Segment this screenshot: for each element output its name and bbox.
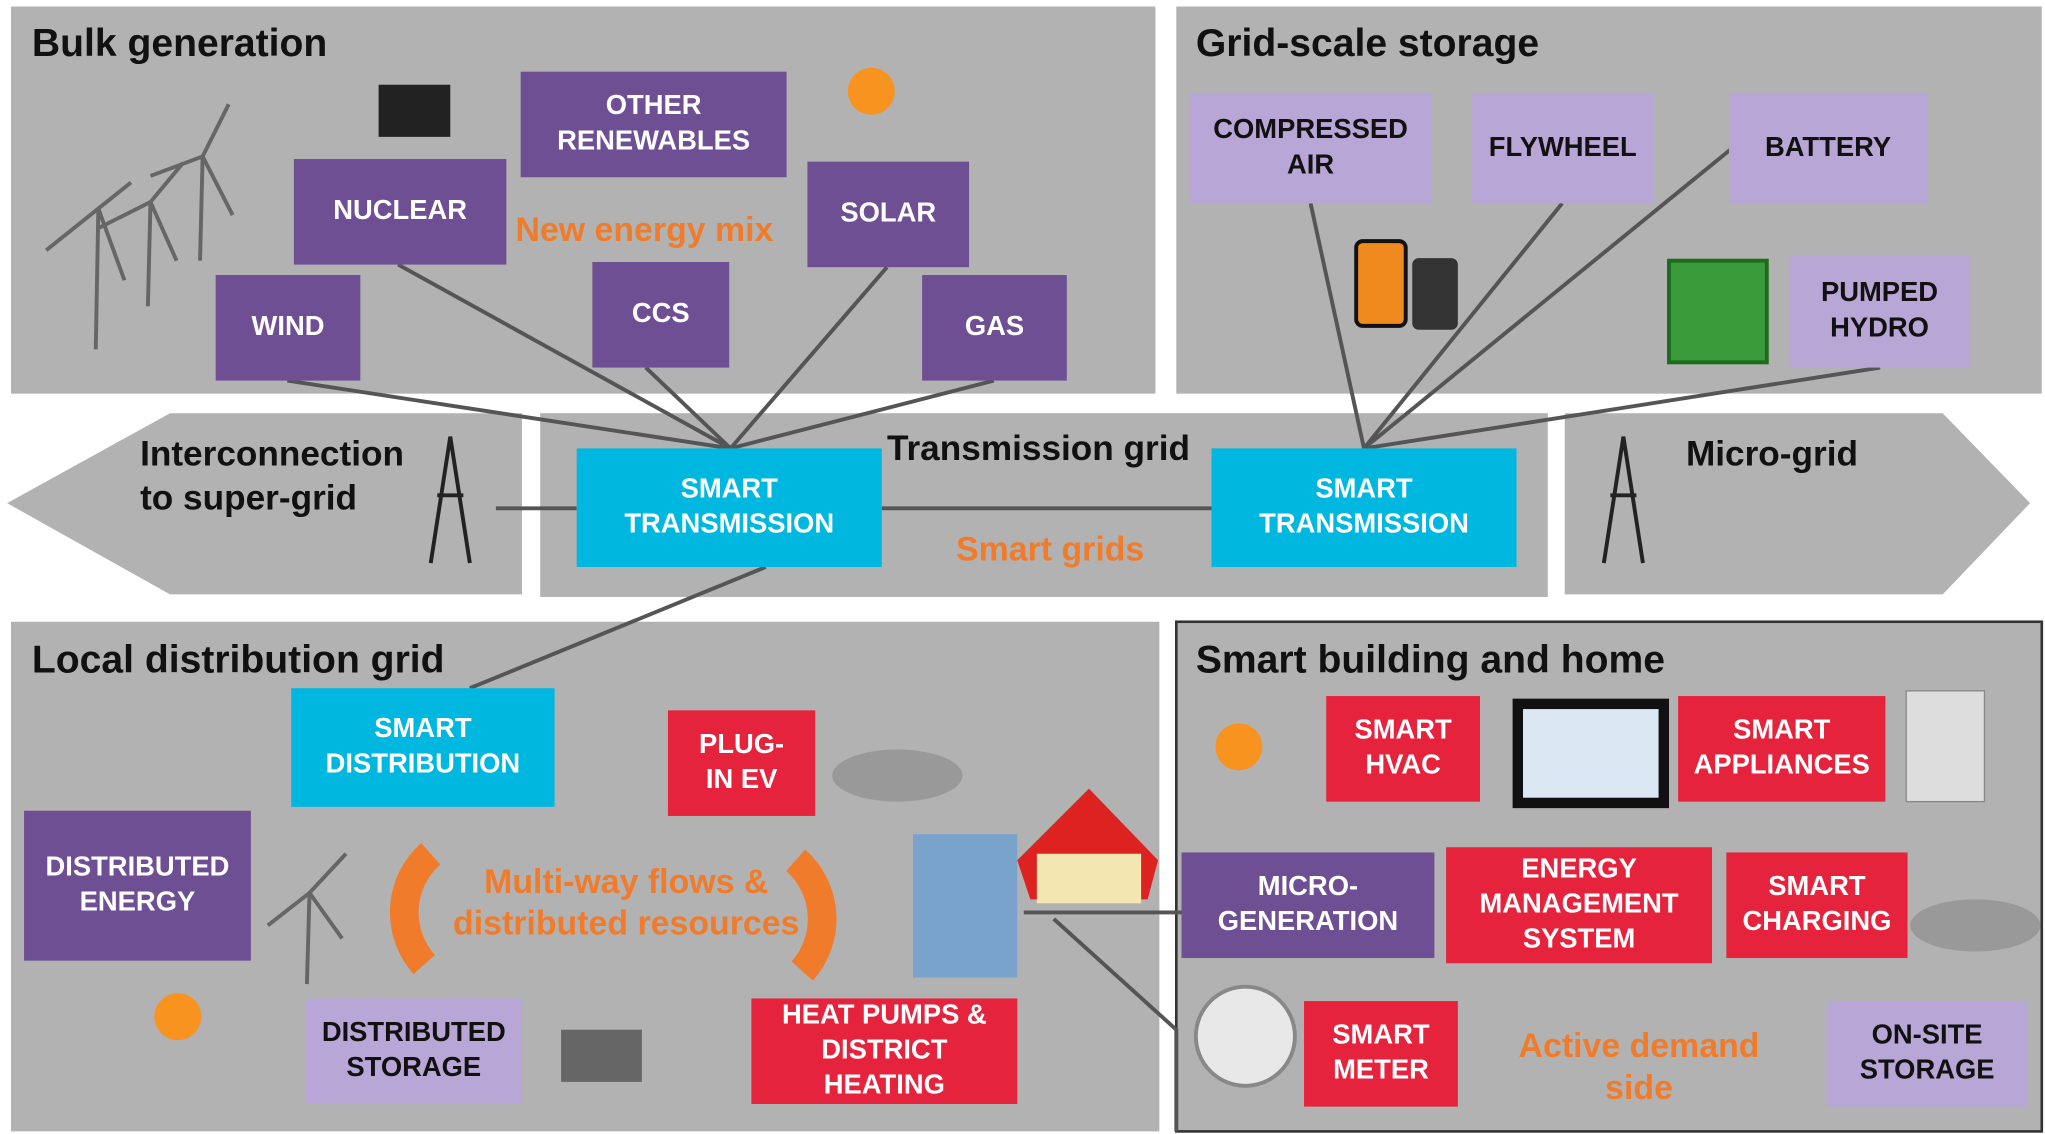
box-label: GENERATION bbox=[1218, 905, 1398, 936]
box bbox=[1326, 696, 1481, 802]
box-label: COMPRESSED bbox=[1213, 113, 1408, 144]
highlight-label: Smart grids bbox=[956, 530, 1144, 568]
box-label: APPLIANCES bbox=[1694, 749, 1870, 780]
box-label: HVAC bbox=[1365, 749, 1441, 780]
box-label: PLUG- bbox=[699, 728, 784, 759]
grid-label: to super-grid bbox=[140, 479, 357, 518]
box-label: MICRO- bbox=[1258, 870, 1358, 901]
box bbox=[1446, 847, 1713, 964]
box bbox=[1728, 93, 1928, 204]
box bbox=[1304, 1001, 1458, 1107]
box-label: STORAGE bbox=[346, 1051, 481, 1082]
box bbox=[576, 448, 882, 567]
box bbox=[592, 261, 730, 368]
highlight-label: New energy mix bbox=[515, 211, 773, 249]
box-label: SYSTEM bbox=[1523, 923, 1636, 954]
section-title: Smart building and home bbox=[1196, 639, 1665, 682]
highlight-label: Active demand bbox=[1519, 1027, 1760, 1065]
box bbox=[291, 688, 555, 807]
box bbox=[1181, 852, 1435, 959]
section-title: Local distribution grid bbox=[32, 639, 445, 682]
box-label: STORAGE bbox=[1860, 1054, 1995, 1085]
highlight-label: distributed resources bbox=[453, 905, 799, 943]
box bbox=[751, 998, 1018, 1105]
box-label: GAS bbox=[965, 310, 1024, 341]
section-title: Bulk generation bbox=[32, 22, 327, 65]
box bbox=[1472, 93, 1654, 204]
connectors bbox=[287, 147, 1881, 1132]
highlight-label: side bbox=[1605, 1069, 1673, 1107]
box-label: SMART bbox=[1315, 472, 1413, 503]
box-label: CCS bbox=[632, 297, 690, 328]
highlight-label: Multi-way flows & bbox=[484, 863, 768, 901]
box-label: FLYWHEEL bbox=[1489, 131, 1637, 162]
box-label: IN EV bbox=[706, 763, 778, 794]
box bbox=[215, 275, 361, 381]
box-label: MANAGEMENT bbox=[1480, 887, 1679, 918]
box-label: DISTRICT bbox=[821, 1033, 947, 1064]
box bbox=[922, 275, 1067, 381]
box-label: SMART bbox=[1768, 870, 1866, 901]
box-label: HEAT PUMPS & bbox=[782, 998, 987, 1029]
box-label: ENERGY bbox=[80, 886, 196, 917]
box bbox=[1189, 93, 1432, 204]
box-label: HEATING bbox=[824, 1069, 945, 1100]
icons bbox=[44, 67, 2041, 1088]
box-label: SMART bbox=[1354, 713, 1452, 744]
box bbox=[1678, 696, 1886, 802]
box bbox=[1726, 852, 1908, 959]
box-label: DISTRIBUTED bbox=[322, 1016, 506, 1047]
box bbox=[24, 810, 251, 961]
box bbox=[305, 998, 522, 1105]
box-label: DISTRIBUTED bbox=[45, 850, 229, 881]
grid-label: Micro-grid bbox=[1686, 434, 1858, 473]
grid-label: Transmission grid bbox=[887, 429, 1190, 468]
box-label: CHARGING bbox=[1742, 905, 1891, 936]
box-label: SMART bbox=[1733, 713, 1831, 744]
box bbox=[667, 710, 816, 816]
box-label: ENERGY bbox=[1521, 852, 1637, 883]
box-label: SMART bbox=[374, 712, 472, 743]
labels: Bulk generation Grid-scale storage Local d… bbox=[32, 22, 1858, 1107]
boxes: OTHER RENEWABLES NUCLEAR SOLAR WIND CCS GAS COM… bbox=[24, 71, 2028, 1107]
box-label: OTHER bbox=[606, 89, 702, 120]
box-label: HYDRO bbox=[1830, 311, 1929, 342]
box bbox=[1211, 448, 1517, 567]
box-label: TRANSMISSION bbox=[624, 508, 834, 539]
box-label: PUMPED bbox=[1821, 276, 1938, 307]
box-label: SOLAR bbox=[840, 197, 936, 228]
box bbox=[1788, 255, 1971, 368]
interconnection-arrow bbox=[7, 413, 522, 595]
box-label: SMART bbox=[681, 472, 779, 503]
box-label: METER bbox=[1333, 1054, 1429, 1085]
box bbox=[807, 161, 970, 268]
box-label: NUCLEAR bbox=[333, 194, 467, 225]
box-label: DISTRIBUTION bbox=[326, 747, 521, 778]
box-label: AIR bbox=[1287, 148, 1334, 179]
section-title: Grid-scale storage bbox=[1196, 22, 1539, 65]
box-label: BATTERY bbox=[1765, 131, 1891, 162]
box-label: ON-SITE bbox=[1872, 1018, 1983, 1049]
box-label: SMART bbox=[1332, 1018, 1430, 1049]
microgrid-arrow bbox=[1564, 413, 2031, 595]
box-label: RENEWABLES bbox=[557, 124, 750, 155]
box-label: TRANSMISSION bbox=[1259, 508, 1469, 539]
box bbox=[520, 71, 787, 178]
box bbox=[1826, 1001, 2028, 1107]
grid-label: Interconnection bbox=[140, 434, 404, 473]
box bbox=[293, 159, 507, 265]
box-label: WIND bbox=[252, 310, 325, 341]
